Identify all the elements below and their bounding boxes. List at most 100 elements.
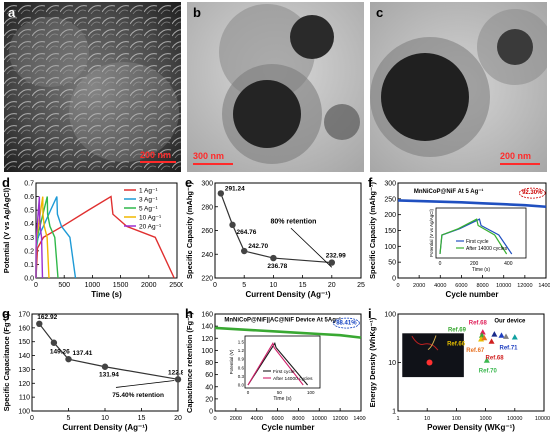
x-tick-label: 6000 bbox=[271, 416, 283, 422]
scale-bar-b bbox=[193, 163, 233, 165]
y-axis-title: Potential (V vs Ag/AgCl) bbox=[2, 187, 11, 273]
ragone-point-0 bbox=[491, 331, 498, 337]
legend-label-4: 20 Ag⁻¹ bbox=[139, 224, 162, 231]
inset-x-title: Time (s) bbox=[472, 267, 490, 273]
x-tick-label: 10000 bbox=[312, 416, 327, 422]
y-axis-title: Capacitance retention (Fg⁻¹) bbox=[185, 311, 194, 413]
legend-label-0: 1 Ag⁻¹ bbox=[139, 188, 158, 195]
inset-x-tick-label: 0 bbox=[439, 261, 442, 267]
x-tick-label: 8000 bbox=[476, 283, 488, 289]
x-axis-title: Cycle number bbox=[446, 290, 499, 299]
cycling-line bbox=[397, 199, 547, 209]
inset-y-tick-label: 0.0 bbox=[238, 383, 245, 388]
inset-curve-first bbox=[247, 341, 309, 386]
y-tick-label: 0.0 bbox=[24, 276, 34, 283]
capacity-point-0 bbox=[217, 190, 225, 197]
y-tick-label: 100 bbox=[18, 409, 30, 416]
ragone-label-6: Ref.68 bbox=[486, 356, 505, 362]
x-tick-label: 0 bbox=[213, 282, 217, 289]
tem-micrograph-c bbox=[370, 2, 547, 172]
x-tick-label: 6000 bbox=[455, 283, 467, 289]
x-axis-title: Time (s) bbox=[91, 290, 122, 299]
x-tick-label: 0 bbox=[396, 283, 399, 289]
x-tick-label: 15 bbox=[138, 415, 146, 422]
inset-x-tick-label: 400 bbox=[504, 261, 513, 267]
inset-x-tick-label: 50 bbox=[277, 390, 283, 395]
ragone-label-4: Ref.67 bbox=[466, 348, 485, 354]
y-tick-label: 0 bbox=[392, 276, 396, 283]
y-axis-title: Specific Capacity (mAhg⁻¹) bbox=[185, 182, 194, 279]
ragone-label-2: Ref.69 bbox=[448, 328, 467, 334]
tem-image-panel-b: b 300 nm bbox=[187, 2, 364, 172]
inset-curve-after bbox=[247, 341, 304, 386]
capacitance-point-4 bbox=[174, 376, 182, 383]
chart-panel-g: g 0 5 10 15 20 100 110 120 130 140 150 160 170 Current… bbox=[2, 306, 183, 432]
capacitance-point-1 bbox=[50, 339, 58, 346]
ragone-label-3: Ref.66 bbox=[447, 341, 466, 347]
capacity-point-3 bbox=[270, 254, 277, 262]
capacity-label-4: 232.99 bbox=[326, 253, 346, 260]
panel-label-i: i bbox=[368, 306, 372, 321]
led-glow bbox=[426, 359, 433, 366]
capacity-label-1: 264.76 bbox=[237, 229, 257, 236]
x-tick-label: 10000 bbox=[496, 283, 511, 289]
y-axis-title: Specific Capacity (mAhg⁻¹) bbox=[368, 182, 377, 279]
y-tick-label: 100 bbox=[384, 312, 396, 319]
capacity-point-2 bbox=[241, 247, 248, 255]
y-tick-label: 60 bbox=[205, 372, 213, 379]
scale-bar-label-c: 200 nm bbox=[500, 151, 532, 161]
capacity-point-4 bbox=[328, 259, 335, 266]
x-tick-label: 4000 bbox=[434, 283, 446, 289]
device-photo bbox=[402, 333, 464, 378]
y-tick-label: 100 bbox=[384, 244, 396, 251]
tem-image-panel-c: c 200 nm bbox=[370, 2, 547, 172]
device-title: MnNiCoP@NiF||AC@NiF Device At 5Ag⁻¹ bbox=[224, 316, 341, 323]
y-tick-label: 300 bbox=[384, 181, 396, 188]
x-tick-label: 12000 bbox=[517, 283, 532, 289]
capacitance-label-3: 131.94 bbox=[99, 372, 119, 379]
panel-label-b: b bbox=[193, 5, 201, 20]
inset-legend-label-0: First cycle bbox=[273, 369, 295, 375]
x-tick-label: 1000 bbox=[85, 282, 101, 289]
capacitance-point-3 bbox=[101, 363, 109, 370]
y-tick-label: 1 bbox=[392, 409, 396, 416]
panel-label-g: g bbox=[2, 306, 10, 321]
panel-label-a: a bbox=[8, 5, 16, 20]
x-tick-label: 0 bbox=[34, 282, 38, 289]
x-tick-label: 14000 bbox=[538, 283, 550, 289]
capacity-label-2: 242.70 bbox=[248, 243, 268, 250]
tem-micrograph-b bbox=[187, 2, 364, 172]
y-tick-label: 50 bbox=[388, 260, 396, 267]
inset-x-tick-label: 100 bbox=[307, 390, 315, 395]
legend-label-2: 5 Ag⁻¹ bbox=[139, 206, 158, 213]
ragone-point-7 bbox=[483, 357, 490, 363]
x-tick-label: 20 bbox=[328, 282, 336, 289]
inset-x-title: Time (s) bbox=[273, 396, 291, 402]
inset-curve-after bbox=[439, 218, 508, 255]
annotation-arrow bbox=[115, 380, 175, 388]
x-tick-label: 12000 bbox=[332, 416, 347, 422]
retention-annotation: 75.40% retention bbox=[112, 392, 164, 399]
legend-label-1: 3 Ag⁻¹ bbox=[139, 197, 158, 204]
inset-y-title: Potential (V) bbox=[229, 349, 234, 374]
y-tick-label: 160 bbox=[201, 312, 213, 319]
inset-x-tick-label: 0 bbox=[247, 390, 250, 395]
ragone-point-8 bbox=[503, 333, 510, 339]
y-tick-label: 110 bbox=[19, 395, 30, 402]
ragone-label-7: Ref.70 bbox=[479, 368, 498, 374]
x-tick-label: 0 bbox=[213, 416, 216, 422]
scale-bar-a bbox=[140, 161, 176, 163]
y-tick-label: 170 bbox=[18, 312, 30, 319]
y-tick-label: 0.3 bbox=[24, 235, 34, 242]
ragone-point-1 bbox=[479, 329, 486, 335]
inset-y-tick-label: 1.5 bbox=[238, 339, 245, 344]
y-tick-label: 150 bbox=[18, 339, 30, 346]
y-tick-label: 130 bbox=[18, 367, 30, 374]
retention-annotation: 80% retention bbox=[270, 218, 316, 225]
scale-bar-label-b: 300 nm bbox=[193, 151, 225, 161]
gcd-curve-4 bbox=[35, 196, 44, 279]
y-tick-label: 40 bbox=[205, 384, 213, 391]
y-tick-label: 260 bbox=[201, 228, 213, 235]
inset-frame bbox=[435, 207, 527, 259]
device-photo-wire bbox=[411, 335, 439, 351]
